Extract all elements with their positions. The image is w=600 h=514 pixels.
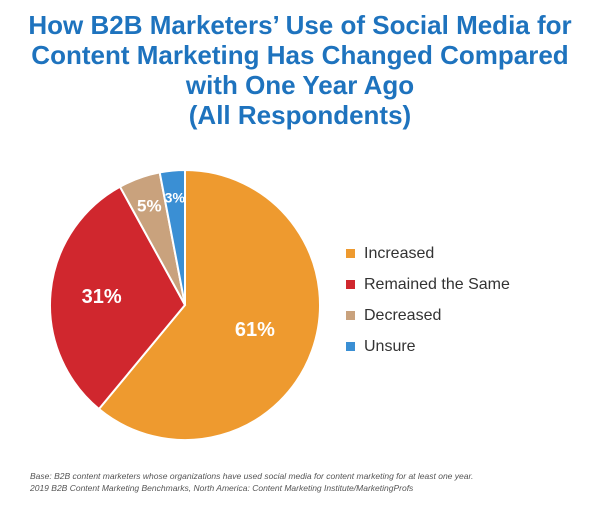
- footnote: Base: B2B content marketers whose organi…: [30, 470, 590, 494]
- legend-swatch-unsure: [346, 342, 355, 351]
- legend-item-unsure: Unsure: [346, 331, 586, 362]
- legend-label-decreased: Decreased: [364, 306, 442, 324]
- chart-title: How B2B Marketers’ Use of Social Media f…: [0, 10, 600, 130]
- legend-label-unsure: Unsure: [364, 337, 416, 355]
- pie-label-unsure: 3%: [165, 190, 186, 206]
- pie-slice-increased: [97, 168, 321, 441]
- footnote-source-line: 2019 B2B Content Marketing Benchmarks, N…: [30, 483, 414, 493]
- footnote-base-line: Base: B2B content marketers whose organi…: [30, 471, 474, 481]
- legend-swatch-decreased: [346, 311, 355, 320]
- chart-title-line-2: Content Marketing Has Changed Compared: [31, 40, 569, 70]
- legend-swatch-remained-the-same: [346, 280, 355, 289]
- chart-title-line-4: (All Respondents): [188, 100, 412, 130]
- pie-label-remained-the-same: 31%: [82, 286, 122, 308]
- chart-title-line-3: with One Year Ago: [185, 70, 415, 100]
- legend-item-remained-the-same: Remained the Same: [346, 269, 586, 300]
- chart-area: 61% 31% 5% 3% Increased Remained the Same D…: [0, 150, 600, 460]
- legend-item-increased: Increased: [346, 238, 586, 269]
- legend-swatch-increased: [346, 249, 355, 258]
- legend-item-decreased: Decreased: [346, 300, 586, 331]
- pie-chart: 61% 31% 5% 3%: [49, 168, 321, 441]
- pie-slice-unsure: [158, 168, 186, 306]
- pie-slice-remained-the-same: [49, 185, 187, 411]
- pie-label-increased: 61%: [235, 319, 275, 341]
- legend-label-increased: Increased: [364, 244, 435, 262]
- legend-label-remained-the-same: Remained the Same: [364, 275, 510, 293]
- legend: Increased Remained the Same Decreased Un…: [346, 238, 586, 362]
- pie-label-decreased: 5%: [137, 196, 162, 215]
- chart-title-line-1: How B2B Marketers’ Use of Social Media f…: [28, 10, 572, 40]
